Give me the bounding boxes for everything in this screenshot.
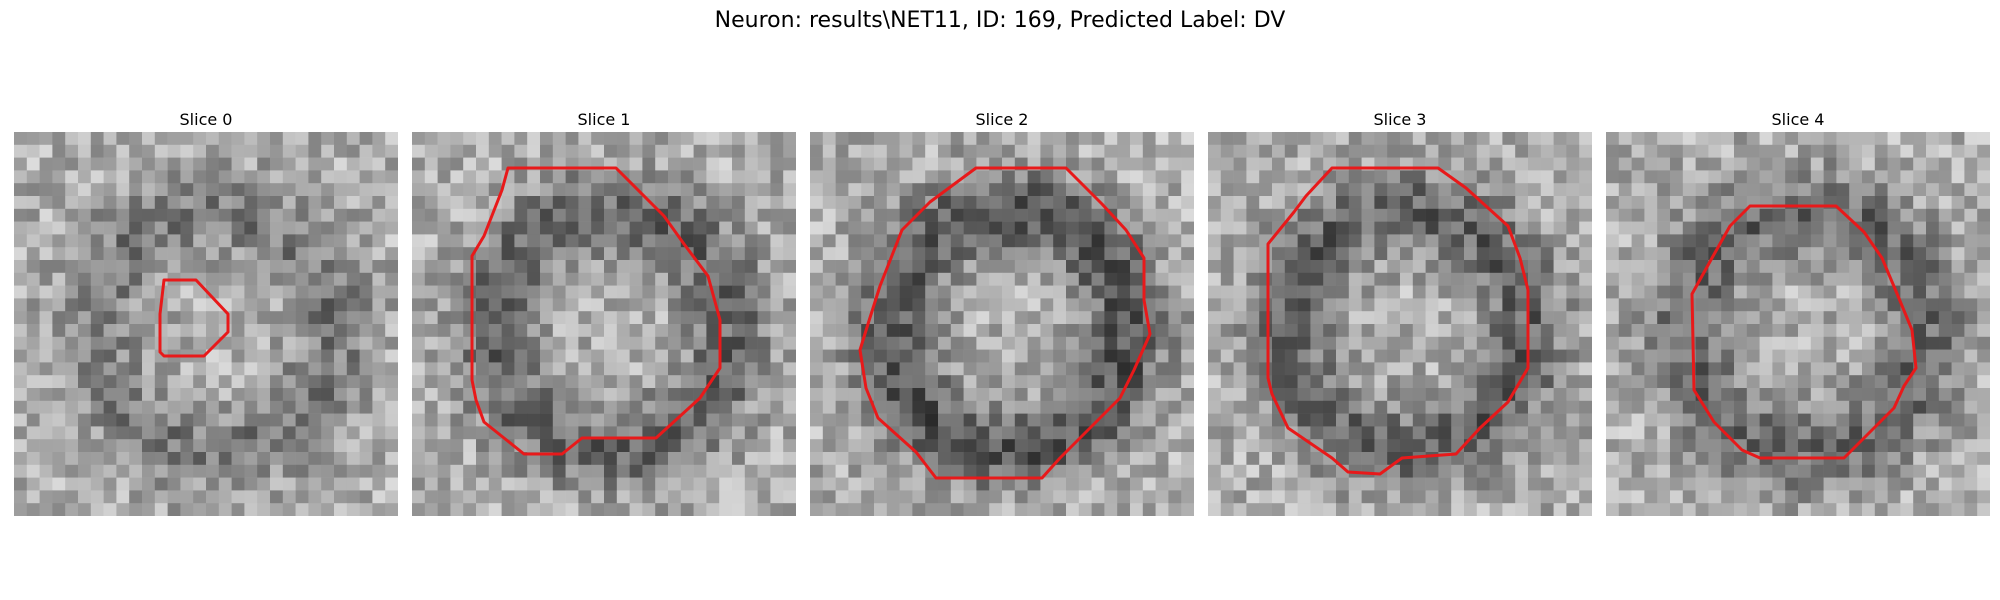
slice-panel-0: Slice 0 (14, 108, 398, 516)
slice-image (1208, 132, 1592, 516)
slice-panel-2: Slice 2 (810, 108, 1194, 516)
slice-panel-1: Slice 1 (412, 108, 796, 516)
slice-title: Slice 4 (1606, 108, 1990, 132)
slice-image (14, 132, 398, 516)
pixel-grid (412, 132, 796, 516)
slice-title: Slice 3 (1208, 108, 1592, 132)
slice-title: Slice 2 (810, 108, 1194, 132)
slice-image (412, 132, 796, 516)
slice-title: Slice 1 (412, 108, 796, 132)
slice-image (1606, 132, 1990, 516)
pixel-grid (14, 132, 398, 516)
slice-panel-4: Slice 4 (1606, 108, 1990, 516)
slice-panel-3: Slice 3 (1208, 108, 1592, 516)
slice-image (810, 132, 1194, 516)
slice-title: Slice 0 (14, 108, 398, 132)
figure-title: Neuron: results\NET11, ID: 169, Predicte… (0, 8, 2000, 33)
